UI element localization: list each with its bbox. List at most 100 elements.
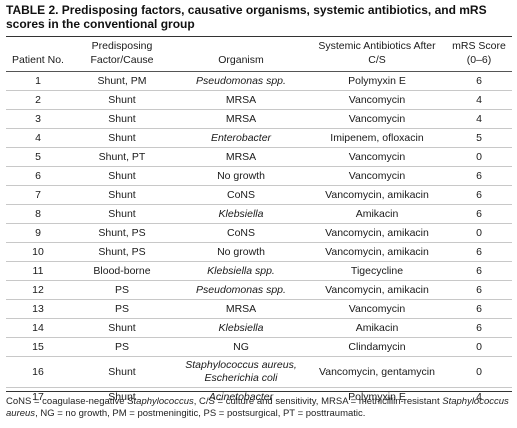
footnote-text-3: , NG = no growth, PM = postmeningitic, P… xyxy=(35,408,366,419)
antibiotics-cell-text: Vancomycin xyxy=(348,150,406,163)
organism-cell-text: CoNS xyxy=(226,226,255,239)
antibiotics-cell: Vancomycin, amikacin xyxy=(308,224,446,243)
organism-cell-text: Staphylococcus aureus, xyxy=(185,359,297,371)
patient-no-cell-text: 3 xyxy=(35,112,41,125)
predisposing-factor-cell-text: Shunt, PS xyxy=(98,245,146,258)
table-row: 15 PS NG Clindamycin 0 xyxy=(6,338,512,357)
organism-cell: NG xyxy=(174,338,308,357)
mrs-score-cell-text: 4 xyxy=(476,112,482,125)
antibiotics-cell-text: Vancomycin, gentamycin xyxy=(319,365,435,378)
organism-cell: CoNS xyxy=(174,224,308,243)
patient-no-cell-text: 17 xyxy=(32,390,44,403)
predisposing-factor-cell: PS xyxy=(70,338,174,357)
footnote-text-2: , C/S = culture and sensitivity, MRSA = … xyxy=(193,396,443,407)
patient-no-cell: 5 xyxy=(6,148,70,167)
footnote: CoNS = coagulase-negative Staphylococcus… xyxy=(6,396,514,420)
patient-no-cell: 3 xyxy=(6,110,70,129)
organism-cell: Acinetobacter xyxy=(174,388,308,407)
organism-cell: Staphylococcus aureus, Escherichia coli xyxy=(174,357,308,388)
organism-cell-text: CoNS xyxy=(226,188,255,201)
organism-cell-text: Klebsiella spp. xyxy=(207,264,275,277)
organism-cell: Pseudomonas spp. xyxy=(174,281,308,300)
antibiotics-cell: Amikacin xyxy=(308,205,446,224)
antibiotics-cell-text: Imipenem, ofloxacin xyxy=(330,131,424,144)
antibiotics-cell: Tigecycline xyxy=(308,262,446,281)
patient-no-cell: 13 xyxy=(6,300,70,319)
table-row: 3 Shunt MRSA Vancomycin 4 xyxy=(6,110,512,129)
organism-cell: Klebsiella xyxy=(174,319,308,338)
mrs-score-cell: 6 xyxy=(446,186,512,205)
mrs-score-cell: 6 xyxy=(446,167,512,186)
organism-cell-text: Klebsiella xyxy=(218,207,264,220)
predisposing-factor-cell: Shunt, PS xyxy=(70,243,174,262)
predisposing-factor-cell-text: PS xyxy=(114,283,129,296)
patient-no-cell-text: 6 xyxy=(35,169,41,182)
predisposing-factor-cell-text: Shunt xyxy=(108,321,136,334)
table-row: 4 Shunt Enterobacter Imipenem, ofloxacin 5 xyxy=(6,129,512,148)
table-body: 1 Shunt, PM Pseudomonas spp. Polymyxin E 6 2 S… xyxy=(6,72,512,407)
antibiotics-cell: Vancomycin, amikacin xyxy=(308,281,446,300)
mrs-score-cell-text: 6 xyxy=(476,283,482,296)
predisposing-factor-cell: Blood-borne xyxy=(70,262,174,281)
patient-no-cell-text: 2 xyxy=(35,93,41,106)
organism-cell-text: MRSA xyxy=(225,112,257,125)
patient-no-cell-text: 5 xyxy=(35,150,41,163)
patient-no-cell-text: 12 xyxy=(32,283,44,296)
mrs-score-cell-text: 0 xyxy=(476,340,482,353)
mrs-score-cell: 6 xyxy=(446,281,512,300)
mrs-score-cell: 0 xyxy=(446,224,512,243)
table-row: 2 Shunt MRSA Vancomycin 4 xyxy=(6,91,512,110)
patient-no-cell-text: 14 xyxy=(32,321,44,334)
mrs-score-cell: 4 xyxy=(446,388,512,407)
patient-no-cell-text: 9 xyxy=(35,226,41,239)
header-factor-line2: Factor/Cause xyxy=(90,54,154,66)
table-title: TABLE 2. Predisposing factors, causative… xyxy=(6,3,487,31)
predisposing-factor-cell-text: Shunt xyxy=(108,93,136,106)
mrs-score-cell: 5 xyxy=(446,129,512,148)
mrs-score-cell: 6 xyxy=(446,300,512,319)
header-predisposing-factor: Predisposing Factor/Cause xyxy=(70,37,174,72)
patient-no-cell: 6 xyxy=(6,167,70,186)
organism-cell: Enterobacter xyxy=(174,129,308,148)
predisposing-factor-cell-text: Shunt, PT xyxy=(98,150,146,163)
organism-cell-text: No growth xyxy=(217,169,265,182)
mrs-score-cell-text: 6 xyxy=(476,207,482,220)
table-row: 6 Shunt No growth Vancomycin 6 xyxy=(6,167,512,186)
antibiotics-cell: Vancomycin xyxy=(308,91,446,110)
antibiotics-cell-text: Amikacin xyxy=(355,207,399,220)
organism-cell: MRSA xyxy=(174,91,308,110)
header-mrs-line1: mRS Score xyxy=(452,40,506,52)
patient-no-cell-text: 15 xyxy=(32,340,44,353)
mrs-score-cell: 6 xyxy=(446,243,512,262)
predisposing-factor-cell: Shunt xyxy=(70,388,174,407)
mrs-score-cell: 6 xyxy=(446,72,512,91)
predisposing-factor-cell: Shunt xyxy=(70,205,174,224)
header-systemic-antibiotics: Systemic Antibiotics After C/S xyxy=(318,40,436,66)
header-organism: Organism xyxy=(218,54,264,66)
table-row: 14 Shunt Klebsiella Amikacin 6 xyxy=(6,319,512,338)
antibiotics-cell-text: Vancomycin, amikacin xyxy=(325,283,429,296)
predisposing-factor-cell: Shunt xyxy=(70,357,174,388)
patient-no-cell: 14 xyxy=(6,319,70,338)
mrs-score-cell-text: 0 xyxy=(476,226,482,239)
patient-no-cell: 1 xyxy=(6,72,70,91)
organism-cell-text: No growth xyxy=(217,245,265,258)
mrs-score-cell: 0 xyxy=(446,148,512,167)
organism-cell: No growth xyxy=(174,243,308,262)
organism-cell: Klebsiella xyxy=(174,205,308,224)
table-row: 17 Shunt Acinetobacter Polymyxin E 4 xyxy=(6,388,512,407)
patient-no-cell: 8 xyxy=(6,205,70,224)
predisposing-factor-cell-text: Shunt xyxy=(108,188,136,201)
predisposing-factor-cell-text: Shunt, PS xyxy=(98,226,146,239)
organism-cell-text: Pseudomonas spp. xyxy=(196,283,286,296)
predisposing-factor-cell-text: Blood-borne xyxy=(93,264,151,277)
antibiotics-cell: Vancomycin, gentamycin xyxy=(308,357,446,388)
patient-no-cell: 15 xyxy=(6,338,70,357)
predisposing-factor-cell-text: PS xyxy=(114,340,129,353)
mrs-score-cell-text: 0 xyxy=(476,365,482,378)
predisposing-factor-cell: Shunt xyxy=(70,167,174,186)
mrs-score-cell: 4 xyxy=(446,110,512,129)
organism-cell-text: Enterobacter xyxy=(210,131,272,144)
organism-cell-text: NG xyxy=(233,340,249,353)
mrs-score-cell-text: 6 xyxy=(476,169,482,182)
